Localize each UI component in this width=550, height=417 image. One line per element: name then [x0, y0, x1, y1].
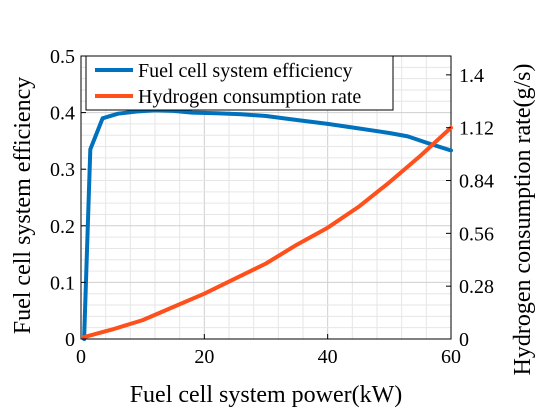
left-tick-label: 0	[65, 329, 75, 351]
left-tick-label: 0.4	[50, 103, 75, 125]
left-tick-label: 0.5	[50, 46, 75, 68]
series-line-efficiency	[82, 108, 453, 341]
left-tick-label: 0.3	[50, 159, 75, 181]
right-tick-label: 0	[459, 329, 469, 351]
right-axis-ticks: 0 0.28 0.56 0.84 1.12 1.4	[446, 65, 494, 351]
right-axis-label: Hydrogen consumption rate(g/s)	[510, 64, 536, 376]
right-tick-label: 1.4	[459, 65, 484, 87]
right-tick-label: 0.84	[459, 171, 494, 193]
left-tick-label: 0.1	[50, 272, 75, 294]
left-axis-label: Fuel cell system efficiency	[10, 77, 36, 334]
series-line-hydrogen	[82, 125, 453, 340]
x-tick-label: 60	[441, 346, 461, 368]
x-tick-label: 20	[194, 346, 214, 368]
left-axis-ticks: 0 0.1 0.2 0.3 0.4 0.5	[50, 46, 86, 351]
x-tick-label: 0	[76, 346, 86, 368]
right-tick-label: 0.28	[459, 276, 494, 298]
x-axis-ticks: 0 20 40 60	[76, 334, 461, 368]
x-tick-label: 40	[318, 346, 338, 368]
right-tick-label: 1.12	[459, 118, 494, 140]
legend-entry-efficiency: Fuel cell system efficiency	[138, 60, 353, 82]
legend: Fuel cell system efficiency Hydrogen con…	[85, 55, 394, 111]
series-layer	[82, 108, 453, 341]
legend-box	[85, 55, 394, 111]
legend-entry-hydrogen: Hydrogen consumption rate	[138, 86, 361, 108]
right-tick-label: 0.56	[459, 223, 494, 245]
left-tick-label: 0.2	[50, 216, 75, 238]
x-axis-label: Fuel cell system power(kW)	[130, 382, 403, 408]
